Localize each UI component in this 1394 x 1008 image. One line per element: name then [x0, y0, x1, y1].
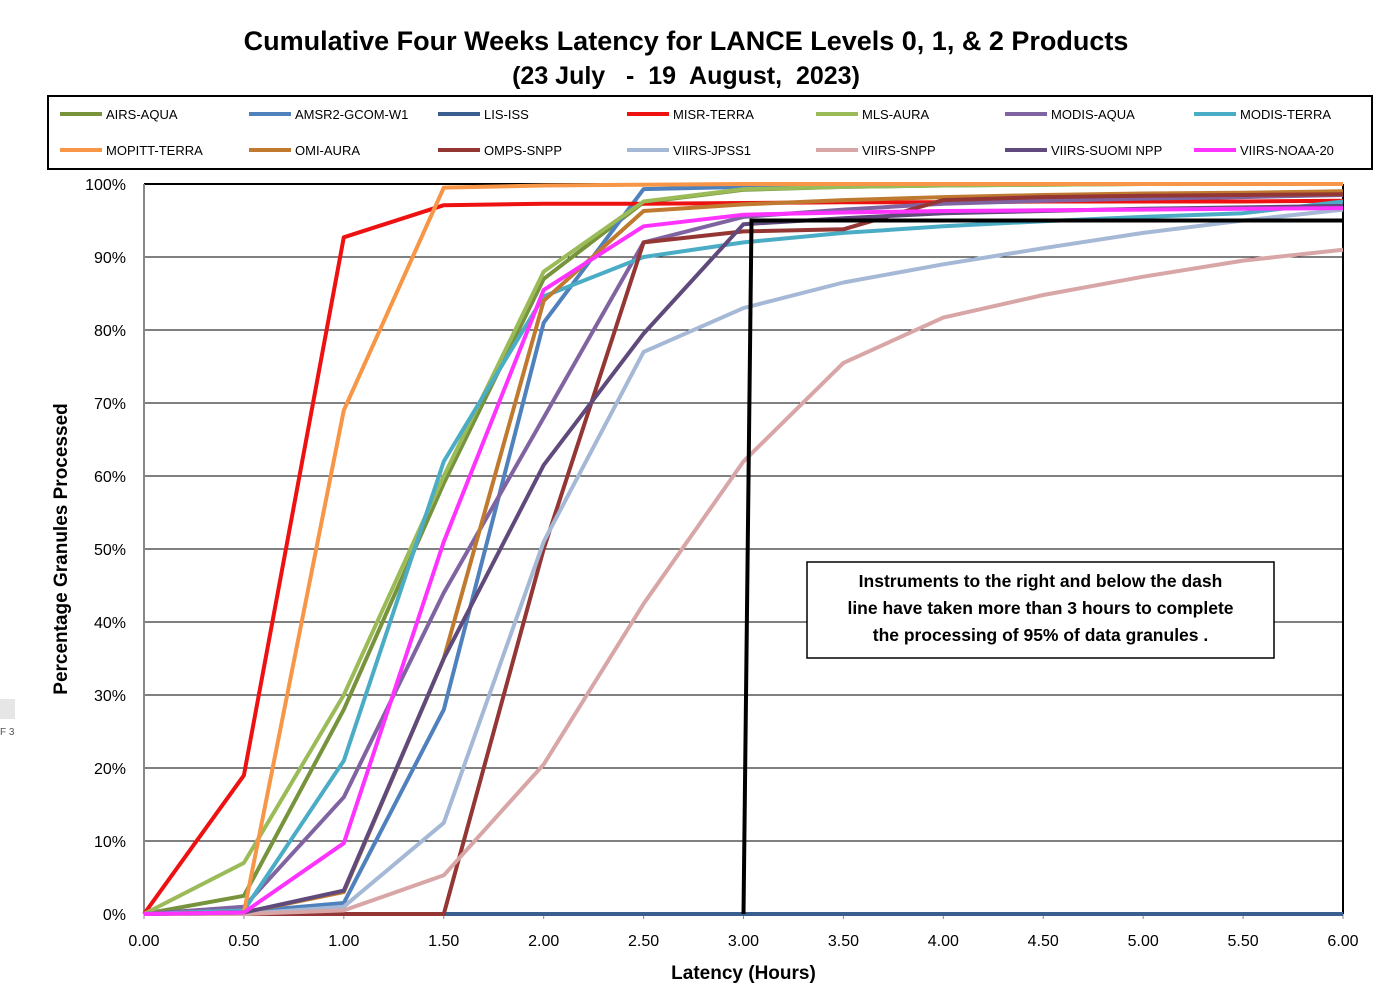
x-tick-label: 1.00 [328, 933, 359, 950]
y-tick-label: 30% [94, 688, 126, 705]
legend-item: MODIS-TERRA [1194, 104, 1331, 124]
y-tick-label: 70% [94, 396, 126, 413]
x-tick-label: 0.00 [128, 933, 159, 950]
sidebar-tab[interactable] [0, 699, 15, 719]
legend-item: VIIRS-JPSS1 [627, 140, 751, 160]
legend-item: AMSR2-GCOM-W1 [249, 104, 408, 124]
y-axis-label: Percentage Granules Processed [51, 403, 72, 694]
legend-label: VIIRS-JPSS1 [673, 142, 752, 158]
legend-swatch [816, 148, 858, 152]
series-line [143, 193, 1344, 916]
series-line [144, 247, 1344, 916]
legend-label: AMSR2-GCOM-W1 [295, 106, 409, 122]
legend-label: OMI-AURA [295, 142, 360, 158]
series-line [143, 182, 1343, 916]
legend-swatch [1194, 148, 1236, 152]
series-line [143, 199, 1344, 916]
x-tick-label: 3.00 [728, 933, 759, 950]
series-line [143, 206, 1344, 916]
legend-item: OMI-AURA [249, 140, 360, 160]
legend-label: MISR-TERRA [673, 106, 754, 122]
x-tick-label: 6.00 [1327, 933, 1358, 950]
sidebar-fragment-label: F 3 [0, 727, 15, 738]
legend-item: VIIRS-SNPP [816, 140, 936, 160]
y-tick-label: 100% [85, 177, 126, 194]
series-line [144, 207, 1344, 916]
legend-item: OMPS-SNPP [438, 140, 562, 160]
legend-swatch [60, 112, 102, 116]
legend-item: VIIRS-SUOMI NPP [1005, 140, 1162, 160]
legend-label: MLS-AURA [862, 106, 930, 122]
x-tick-label: 4.50 [1028, 933, 1059, 950]
legend-swatch [627, 112, 669, 116]
chart-title: Cumulative Four Weeks Latency for LANCE … [243, 26, 1129, 56]
legend-swatch [249, 148, 291, 152]
x-tick-label: 3.50 [828, 933, 859, 950]
legend-item: AIRS-AQUA [60, 104, 178, 124]
legend-swatch [1005, 112, 1047, 116]
annotation-text: Instruments to the right and below the d… [859, 571, 1223, 591]
legend-label: VIIRS-SNPP [862, 142, 936, 158]
legend-label: MOPITT-TERRA [106, 142, 203, 158]
legend-label: VIIRS-SUOMI NPP [1051, 142, 1163, 158]
legend-swatch [60, 148, 102, 152]
legend-item: VIIRS-NOAA-20 [1194, 140, 1334, 160]
y-tick-label: 20% [94, 761, 126, 778]
legend-label: AIRS-AQUA [106, 106, 178, 122]
chart-legend: AIRS-AQUA AMSR2-GCOM-W1 LIS-ISS MISR-TERRA M… [47, 95, 1373, 170]
x-tick-label: 5.00 [1128, 933, 1159, 950]
y-tick-label: 10% [94, 834, 126, 851]
legend-swatch [816, 112, 858, 116]
y-tick-label: 50% [94, 542, 126, 559]
series-line [144, 192, 1344, 916]
legend-swatch [438, 148, 480, 152]
x-axis-label: Latency (Hours) [671, 963, 816, 984]
x-tick-label: 2.50 [628, 933, 659, 950]
x-tick-label: 2.00 [528, 933, 559, 950]
legend-label: VIIRS-NOAA-20 [1240, 142, 1334, 158]
threshold-line [741, 218, 1343, 915]
legend-swatch [627, 148, 669, 152]
y-tick-label: 90% [94, 250, 126, 267]
y-tick-label: 0% [103, 907, 126, 924]
x-tick-label: 4.00 [928, 933, 959, 950]
x-tick-label: 1.50 [428, 933, 459, 950]
legend-swatch [1194, 112, 1236, 116]
x-tick-label: 0.50 [228, 933, 259, 950]
y-tick-label: 60% [94, 469, 126, 486]
legend-swatch [249, 112, 291, 116]
legend-swatch [438, 112, 480, 116]
y-tick-label: 40% [94, 615, 126, 632]
chart-subtitle: (23 July - 19 August, 2023) [512, 62, 860, 90]
annotation-box [806, 561, 1275, 659]
legend-item: MOPITT-TERRA [60, 140, 203, 160]
legend-swatch [1005, 148, 1047, 152]
legend-item: LIS-ISS [438, 104, 529, 124]
legend-item: MISR-TERRA [627, 104, 754, 124]
legend-label: OMPS-SNPP [484, 142, 563, 158]
x-tick-label: 5.50 [1228, 933, 1259, 950]
legend-label: MODIS-AQUA [1051, 106, 1135, 122]
annotation-text: the processing of 95% of data granules . [873, 625, 1209, 645]
legend-label: MODIS-TERRA [1240, 106, 1331, 122]
legend-item: MODIS-AQUA [1005, 104, 1135, 124]
annotation-text: line have taken more than 3 hours to com… [847, 598, 1233, 618]
legend-item: MLS-AURA [816, 104, 929, 124]
legend-label: LIS-ISS [484, 106, 529, 122]
y-tick-label: 80% [94, 323, 126, 340]
